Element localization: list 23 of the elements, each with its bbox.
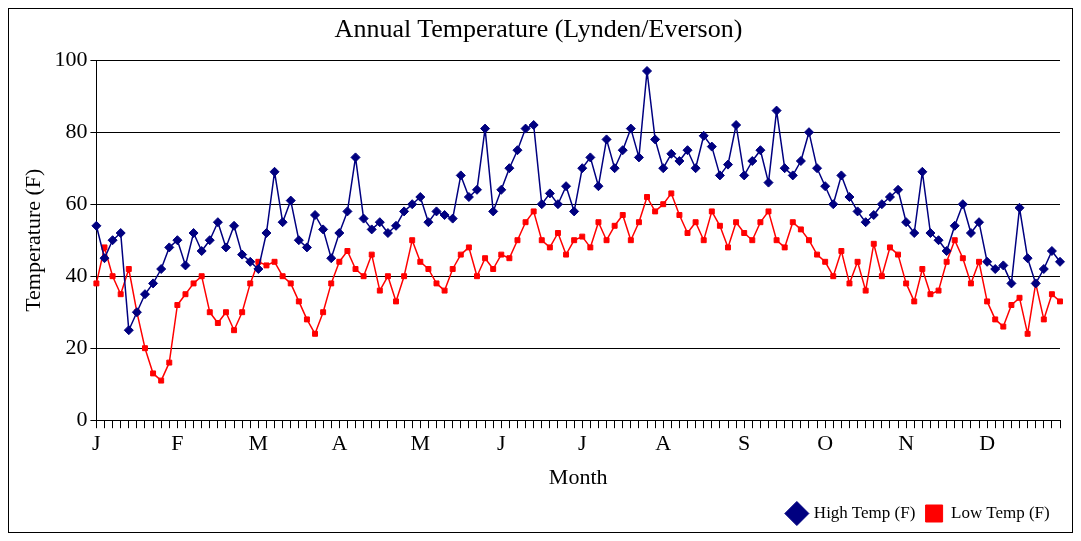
y-axis-title: Temperature (F): [19, 168, 45, 312]
x-tick-label: J: [496, 430, 506, 456]
x-tick-label: M: [410, 430, 431, 456]
x-axis-title: Month: [548, 463, 608, 489]
x-tick-label: A: [331, 430, 348, 456]
x-tick-label: D: [979, 430, 996, 456]
y-tick-label: 100: [54, 45, 88, 71]
x-tick-label: J: [92, 430, 102, 456]
y-tick-label: 40: [65, 261, 88, 287]
legend-label: Low Temp (F): [951, 502, 1050, 522]
x-tick-label: S: [738, 430, 751, 456]
legend-label: High Temp (F): [813, 502, 916, 522]
chart-title: Annual Temperature (Lynden/Everson): [334, 14, 743, 44]
x-tick-label: M: [248, 430, 269, 456]
x-tick-label: O: [817, 430, 834, 456]
y-tick-label: 0: [76, 405, 88, 431]
y-tick-label: 20: [65, 333, 88, 359]
y-tick-label: 80: [65, 117, 88, 143]
x-tick-label: N: [898, 430, 915, 456]
x-tick-label: A: [655, 430, 672, 456]
x-tick-label: F: [171, 430, 184, 456]
x-tick-label: J: [577, 430, 587, 456]
y-tick-label: 60: [65, 189, 88, 215]
